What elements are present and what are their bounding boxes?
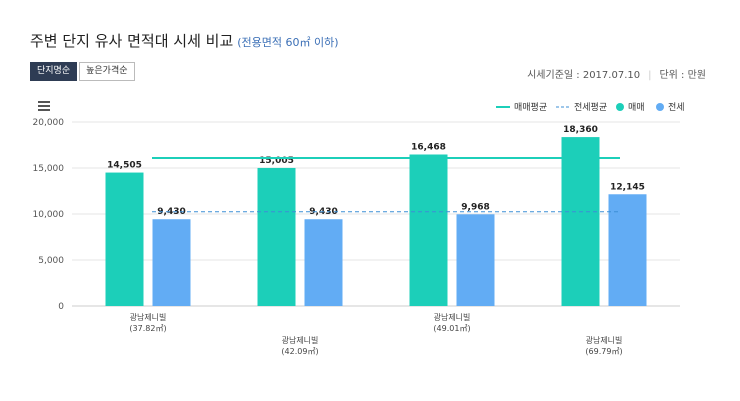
data-label: 15,005 xyxy=(259,156,294,166)
bar-jeonse xyxy=(456,214,495,306)
category-label: 광남제니빌 xyxy=(130,312,167,322)
bar-jeonse xyxy=(608,194,647,306)
y-tick-label: 0 xyxy=(58,302,64,312)
unit-label: 단위 : 만원 xyxy=(659,70,706,81)
base-date: 시세기준일 : 2017.07.10 xyxy=(527,70,641,81)
bar-sale xyxy=(409,154,448,306)
data-label: 16,468 xyxy=(411,142,446,152)
category-label: 광남제니빌 xyxy=(282,335,319,345)
chart-title: 주변 단지 유사 면적대 시세 비교 (전용면적 60㎡ 이하) xyxy=(30,30,339,51)
hamburger-menu-icon[interactable] xyxy=(38,101,50,111)
data-label: 9,430 xyxy=(157,207,185,217)
legend-dot-swatch xyxy=(616,103,624,111)
category-sublabel: (69.79㎡) xyxy=(585,347,622,356)
data-label: 18,360 xyxy=(563,125,598,135)
bar-sale xyxy=(257,167,296,306)
y-tick-label: 10,000 xyxy=(33,210,65,220)
bar-sale xyxy=(105,172,144,306)
category-sublabel: (42.09㎡) xyxy=(281,347,318,356)
title-subtitle: (전용면적 60㎡ 이하) xyxy=(237,36,339,49)
legend-label: 매매 xyxy=(628,102,645,113)
sort-tabs: 단지명순 높은가격순 xyxy=(30,62,137,81)
title-text: 주변 단지 유사 면적대 시세 비교 xyxy=(30,32,234,50)
category-label: 광남제니빌 xyxy=(586,335,623,345)
legend-label: 매매평균 xyxy=(514,102,547,113)
legend-label: 전세 xyxy=(668,102,685,113)
meta-divider: | xyxy=(648,70,652,81)
tab-sort-by-name[interactable]: 단지명순 xyxy=(30,62,78,81)
chart-meta: 시세기준일 : 2017.07.10 | 단위 : 만원 xyxy=(527,66,706,81)
data-label: 9,968 xyxy=(461,202,489,212)
category-label: 광남제니빌 xyxy=(434,312,471,322)
legend-dot-swatch xyxy=(656,103,664,111)
legend-label: 전세평균 xyxy=(574,102,607,113)
bar-jeonse xyxy=(304,219,343,306)
y-tick-label: 20,000 xyxy=(33,118,65,128)
bar-jeonse xyxy=(152,219,191,306)
data-label: 14,505 xyxy=(107,161,142,171)
y-tick-label: 5,000 xyxy=(38,256,64,266)
tab-sort-by-price[interactable]: 높은가격순 xyxy=(79,62,135,81)
data-label: 12,145 xyxy=(610,182,645,192)
category-sublabel: (37.82㎡) xyxy=(129,324,166,333)
category-sublabel: (49.01㎡) xyxy=(433,324,470,333)
y-tick-label: 15,000 xyxy=(33,164,65,174)
bar-sale xyxy=(561,137,600,306)
